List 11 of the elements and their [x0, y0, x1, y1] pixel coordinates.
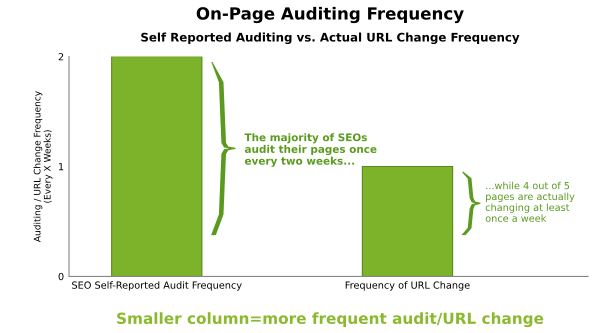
y-axis-title: Auditing / URL Change Frequency (Every X Weeks) [34, 91, 52, 242]
x-tick-label: Frequency of URL Change [346, 281, 470, 291]
y-tick-label: 2 [58, 53, 64, 60]
y-tick-label: 1 [59, 163, 64, 170]
text: Smaller column=more frequent audit/URL change [117, 312, 544, 328]
annotation: ...while 4 out of 5 pages are actually changing at least once a week [486, 182, 575, 222]
chart-title: On-Page Auditing Frequency [196, 6, 464, 24]
annotation: The majority of SEOs audit their pages once every two weeks... [244, 133, 377, 167]
chart-subtitle: Self Reported Auditing vs. Actual URL Change Frequency [141, 32, 520, 44]
x-tick-label: SEO Self-Reported Audit Frequency [72, 281, 242, 291]
y-tick-label: 0 [58, 272, 64, 280]
